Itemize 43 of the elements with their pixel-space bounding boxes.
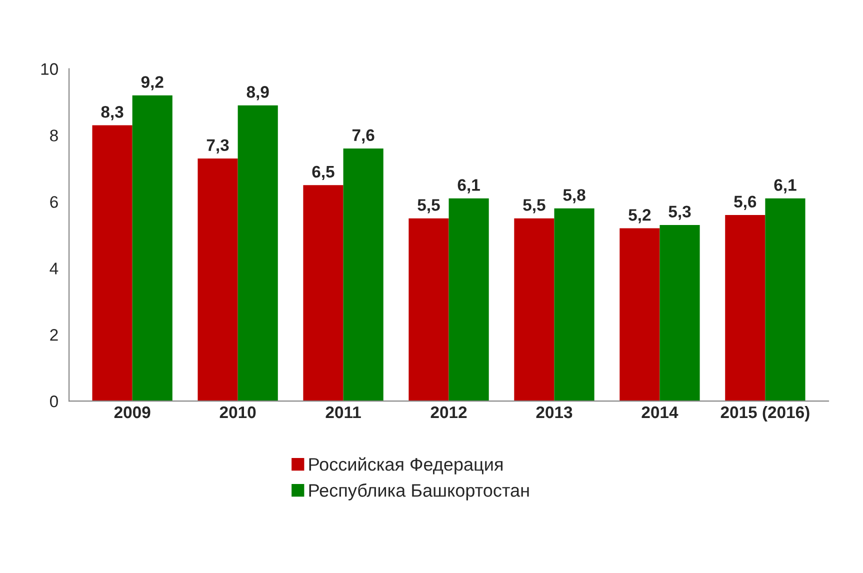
bar [303, 185, 344, 402]
bar [238, 105, 278, 402]
bar [343, 148, 384, 402]
data-label: 5,2 [628, 209, 651, 224]
x-tick-label: 2015 (2016) [720, 406, 810, 422]
data-label: 6,1 [774, 179, 796, 194]
y-tick-label: 8 [50, 130, 58, 142]
data-label: 5,5 [418, 199, 440, 214]
bar [765, 198, 806, 402]
bar [92, 125, 132, 402]
bar [725, 214, 766, 402]
x-tick-label: 2011 [326, 406, 361, 418]
legend-label: Республика Башкортостан [309, 483, 529, 500]
bar [132, 95, 172, 402]
bar [448, 198, 489, 402]
x-tick-label: 2014 [642, 406, 678, 418]
bar [198, 158, 238, 402]
x-tick-label: 2013 [536, 406, 572, 418]
y-tick-label: 0 [50, 396, 58, 408]
x-tick-label: 2010 [220, 406, 256, 418]
bar [620, 228, 660, 402]
data-label: 7,3 [206, 139, 229, 154]
data-label: 8,9 [246, 86, 269, 100]
y-tick-label: 10 [41, 63, 58, 75]
bar [660, 224, 700, 402]
bar [514, 218, 554, 402]
bar [554, 208, 594, 402]
y-tick-label: 6 [50, 196, 58, 208]
legend-label: Российская Федерация [309, 457, 502, 474]
data-label: 6,1 [458, 179, 480, 194]
data-label: 9,2 [141, 76, 164, 90]
y-tick-label: 4 [50, 262, 58, 274]
x-tick-label: 2009 [114, 406, 150, 418]
data-label: 5,6 [734, 196, 756, 210]
data-label: 8,3 [101, 106, 124, 120]
data-label: 5,5 [523, 199, 546, 214]
bar [408, 218, 449, 402]
data-label: 5,3 [668, 206, 691, 220]
data-label: 6,5 [312, 166, 334, 180]
data-label: 5,8 [563, 189, 586, 204]
data-label: 7,6 [352, 129, 374, 144]
y-tick-label: 2 [50, 329, 58, 341]
x-tick-label: 2012 [430, 406, 467, 418]
